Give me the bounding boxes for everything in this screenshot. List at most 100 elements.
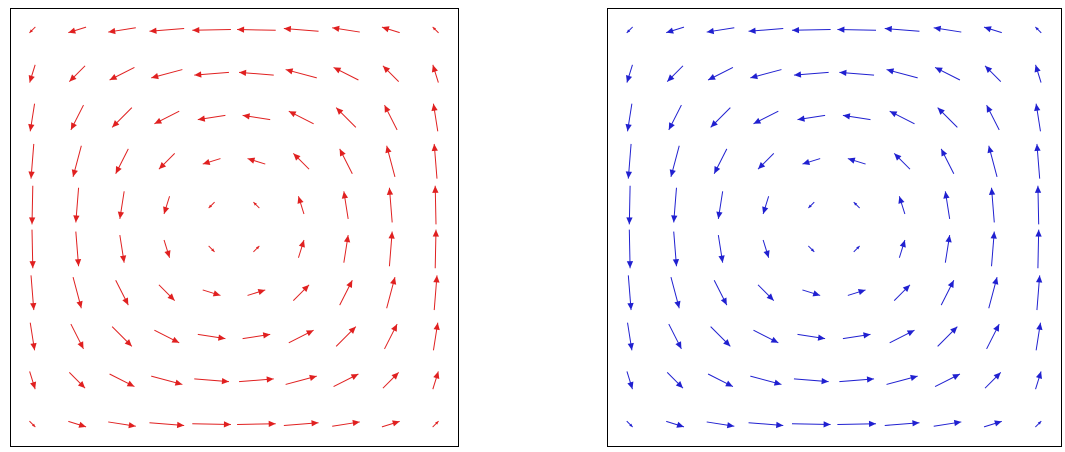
arrow	[937, 326, 958, 347]
arrow-head	[810, 248, 815, 252]
arrow	[753, 329, 779, 344]
arrow	[842, 113, 871, 121]
arrow-head	[30, 381, 37, 390]
arrow-head	[842, 113, 851, 120]
arrow-head	[247, 157, 256, 164]
arrow-head	[990, 231, 997, 239]
arrow	[893, 153, 911, 170]
arrow-head	[837, 26, 845, 33]
arrow-head	[124, 339, 132, 347]
arrow-head	[336, 107, 344, 115]
arrow-head	[68, 27, 76, 34]
arrow	[29, 420, 36, 428]
arrow-head	[28, 74, 35, 83]
arrow	[335, 107, 357, 128]
arrow-head	[221, 377, 229, 385]
arrow	[627, 275, 634, 311]
arrow	[837, 420, 877, 427]
arrow	[889, 110, 915, 125]
arrow-head	[268, 420, 276, 427]
arrow	[117, 191, 125, 219]
arrow-head	[239, 69, 247, 77]
arrow-head	[1035, 275, 1043, 283]
arrow-head	[1034, 185, 1042, 193]
arrow-head	[1034, 64, 1041, 73]
arrow	[149, 27, 185, 34]
arrow	[158, 284, 176, 301]
arrow-head	[352, 419, 360, 427]
arrow-head	[1034, 143, 1041, 152]
arrow	[30, 275, 37, 311]
arrow	[1034, 64, 1042, 83]
arrow	[748, 27, 784, 34]
arrow	[791, 27, 831, 34]
arrow-head	[808, 204, 812, 209]
arrow	[706, 421, 735, 429]
arrow	[111, 107, 133, 128]
arrow	[750, 69, 782, 80]
arrow	[242, 113, 271, 121]
arrow	[239, 376, 274, 383]
arrow	[988, 277, 999, 309]
arrow-head	[626, 29, 631, 33]
arrow	[793, 71, 829, 78]
arrow-head	[382, 65, 391, 73]
arrow	[29, 229, 36, 269]
arrow-head	[776, 421, 784, 429]
arrow	[381, 26, 400, 34]
arrow	[802, 289, 821, 297]
arrow-head	[217, 334, 226, 341]
arrow-head	[391, 372, 399, 380]
arrow-head	[626, 217, 633, 225]
arrow	[762, 239, 770, 258]
arrow-head	[853, 202, 858, 206]
arrow	[163, 239, 171, 258]
arrow-head	[29, 261, 36, 269]
arrow-head	[202, 158, 211, 165]
arrow	[335, 326, 357, 347]
arrow-head	[666, 27, 674, 34]
arrow	[247, 289, 266, 296]
arrow-head	[994, 420, 1002, 427]
arrow-head	[77, 381, 86, 389]
arrow	[431, 103, 439, 132]
arrow-head	[339, 148, 346, 157]
arrow-head	[128, 422, 136, 429]
arrow	[983, 420, 1002, 428]
arrow	[933, 419, 962, 427]
arrow	[839, 376, 875, 383]
arrow	[984, 372, 1002, 389]
arrow	[247, 157, 266, 165]
arrow	[70, 323, 84, 350]
arrow	[837, 26, 877, 33]
arrow	[884, 420, 920, 427]
arrow	[28, 185, 36, 225]
arrow-head	[884, 25, 892, 33]
arrow-head	[868, 420, 877, 427]
arrow	[627, 322, 634, 351]
arrow	[432, 420, 439, 428]
arrow-head	[950, 326, 958, 334]
arrow	[158, 153, 176, 170]
arrow	[898, 196, 906, 215]
arrow	[285, 68, 317, 79]
arrow-head	[714, 166, 721, 174]
arrow	[672, 231, 680, 267]
arrow	[285, 374, 317, 385]
arrow	[886, 374, 918, 385]
arrow	[154, 110, 180, 125]
arrow-head	[255, 245, 260, 250]
arrow-head	[297, 196, 304, 204]
arrow	[333, 373, 359, 388]
arrow	[984, 65, 1002, 82]
arrow	[292, 284, 310, 301]
arrow-head	[625, 171, 633, 179]
arrow-head	[384, 105, 391, 113]
arrow	[332, 25, 360, 33]
arrow-head	[627, 302, 634, 311]
arrow-head	[912, 420, 920, 427]
arrow-head	[112, 120, 120, 128]
arrow	[73, 187, 80, 223]
